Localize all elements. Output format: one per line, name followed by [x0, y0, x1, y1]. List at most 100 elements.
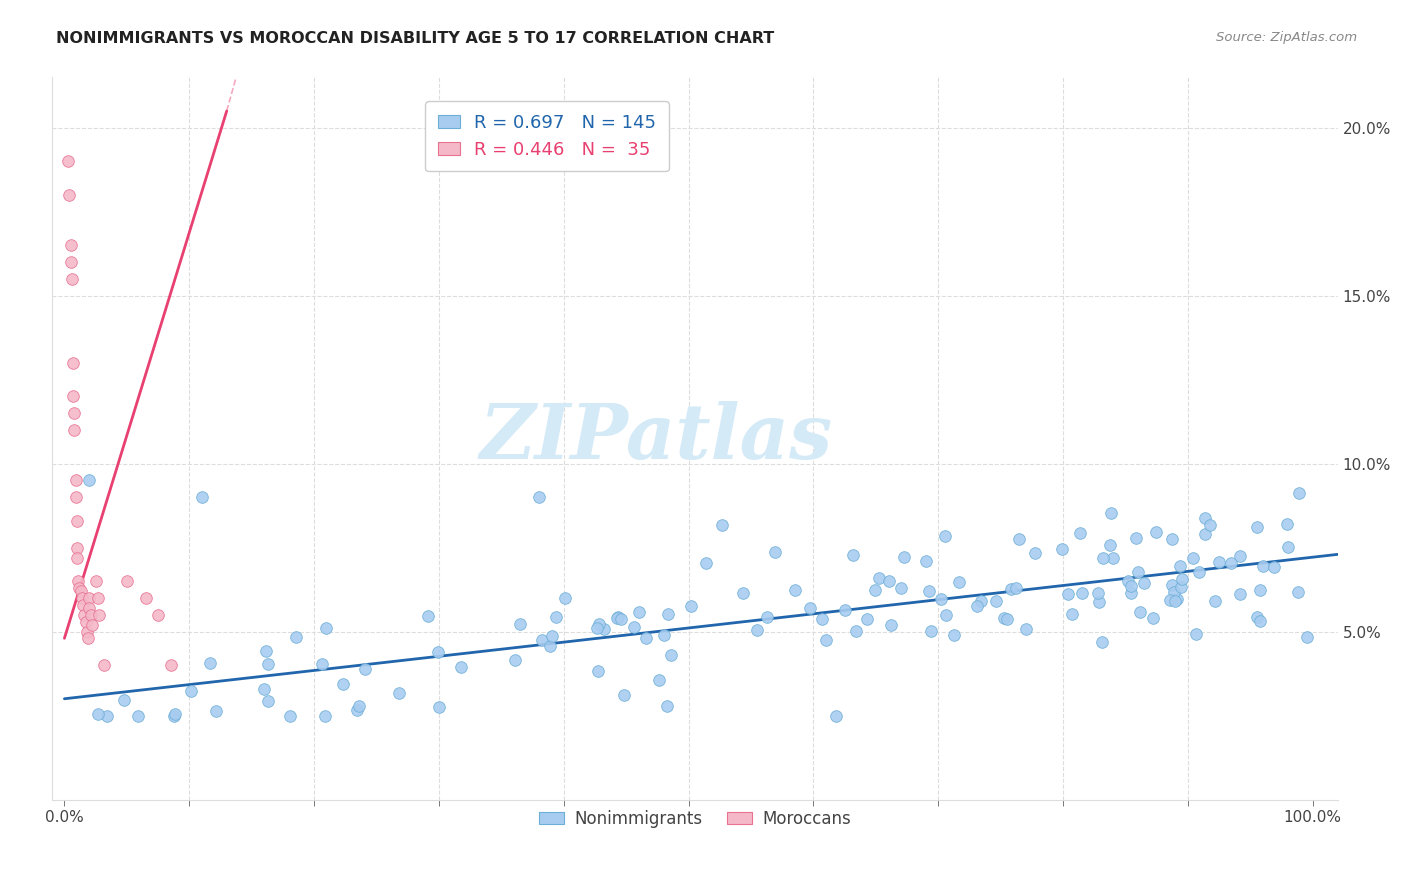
Point: [80, 618, 103, 632]
Point: [1161, 578, 1184, 592]
Point: [96, 708, 118, 723]
Point: [935, 608, 957, 623]
Point: [503, 653, 526, 667]
Point: [1249, 614, 1271, 628]
Point: [918, 583, 941, 598]
Point: [76, 624, 98, 639]
Point: [146, 607, 169, 622]
Point: [1171, 572, 1194, 586]
Point: [62, 390, 84, 404]
Point: [527, 490, 550, 504]
Point: [544, 609, 567, 624]
Point: [679, 599, 702, 614]
Point: [278, 708, 301, 723]
Point: [65, 474, 87, 488]
Point: [159, 658, 181, 673]
Point: [315, 621, 337, 635]
Point: [1229, 586, 1251, 600]
Point: [63, 423, 86, 437]
Point: [165, 707, 187, 722]
Point: [254, 643, 277, 657]
Point: [1208, 555, 1230, 569]
Point: [66, 541, 89, 555]
Point: [59, 238, 82, 252]
Point: [586, 664, 609, 678]
Point: [257, 657, 280, 672]
Point: [845, 624, 868, 638]
Point: [1088, 595, 1111, 609]
Point: [657, 699, 679, 714]
Point: [60, 272, 83, 286]
Point: [783, 582, 806, 597]
Point: [811, 612, 834, 626]
Point: [1275, 516, 1298, 531]
Point: [815, 632, 838, 647]
Point: [747, 623, 769, 637]
Point: [1126, 565, 1149, 579]
Point: [353, 661, 375, 675]
Legend: Nonimmigrants, Moroccans: Nonimmigrants, Moroccans: [533, 803, 858, 835]
Point: [842, 548, 865, 562]
Point: [198, 656, 221, 670]
Point: [865, 582, 887, 597]
Point: [880, 618, 903, 632]
Point: [856, 612, 879, 626]
Point: [58, 188, 80, 202]
Point: [73, 607, 96, 622]
Point: [1142, 610, 1164, 624]
Point: [387, 686, 409, 700]
Point: [948, 574, 970, 589]
Point: [1159, 592, 1181, 607]
Point: [1194, 526, 1216, 541]
Point: [1296, 630, 1319, 644]
Point: [69, 584, 91, 599]
Point: [1119, 579, 1142, 593]
Point: [75, 615, 97, 629]
Point: [623, 620, 645, 634]
Point: [56, 154, 79, 169]
Point: [63, 406, 86, 420]
Text: NONIMMIGRANTS VS MOROCCAN DISABILITY AGE 5 TO 17 CORRELATION CHART: NONIMMIGRANTS VS MOROCCAN DISABILITY AGE…: [56, 31, 775, 46]
Point: [79, 601, 101, 615]
Point: [79, 607, 101, 622]
Point: [67, 574, 90, 589]
Point: [1133, 575, 1156, 590]
Point: [314, 708, 336, 723]
Point: [87, 706, 110, 721]
Point: [1024, 546, 1046, 560]
Point: [825, 708, 848, 723]
Point: [995, 612, 1018, 626]
Point: [1168, 558, 1191, 573]
Point: [1188, 566, 1211, 580]
Point: [450, 660, 472, 674]
Point: [1144, 524, 1167, 539]
Point: [79, 591, 101, 605]
Point: [695, 556, 717, 570]
Point: [920, 624, 942, 638]
Point: [256, 694, 278, 708]
Point: [915, 554, 938, 568]
Point: [1194, 510, 1216, 524]
Point: [65, 490, 87, 504]
Point: [1129, 605, 1152, 619]
Point: [1160, 532, 1182, 546]
Text: ZIPatlas: ZIPatlas: [479, 401, 832, 475]
Point: [929, 591, 952, 606]
Point: [1246, 610, 1268, 624]
Point: [834, 603, 856, 617]
Point: [1125, 531, 1147, 545]
Point: [993, 611, 1015, 625]
Point: [634, 631, 657, 645]
Point: [1015, 622, 1038, 636]
Point: [554, 591, 576, 606]
Point: [540, 629, 562, 643]
Point: [1057, 587, 1080, 601]
Point: [1263, 560, 1285, 574]
Point: [84, 574, 107, 589]
Point: [538, 640, 561, 654]
Point: [205, 704, 228, 718]
Point: [77, 632, 100, 646]
Point: [93, 658, 115, 673]
Point: [657, 607, 679, 622]
Point: [127, 708, 149, 723]
